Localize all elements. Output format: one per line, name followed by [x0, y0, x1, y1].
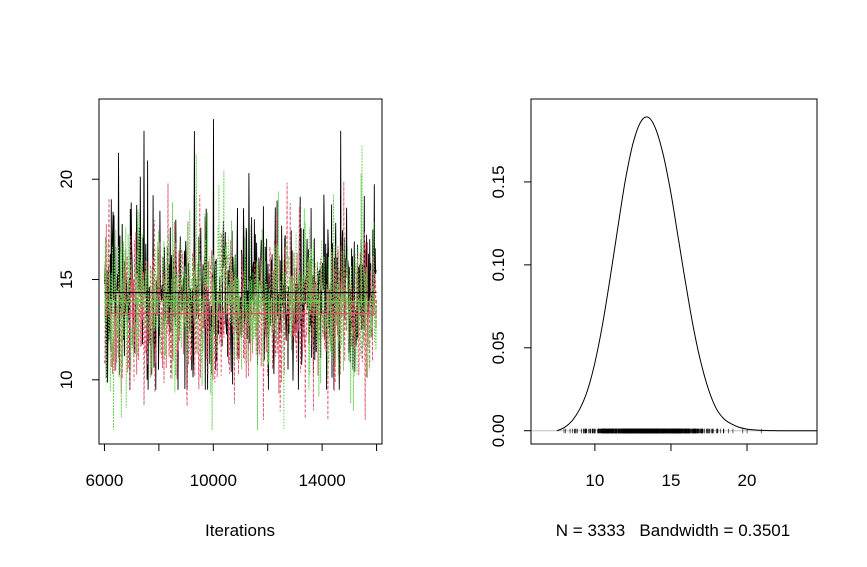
trace-y-tick-label: 15 [57, 270, 76, 289]
density-x-axis: 10 15 20 [585, 443, 757, 490]
trace-x-axis: 6000 10000 14000 [86, 443, 378, 490]
trace-x-tick-label: 10000 [190, 471, 237, 490]
density-y-tick-label: 0.05 [489, 331, 508, 364]
density-x-axis-label: N = 3333 Bandwidth = 0.3501 [556, 521, 790, 540]
trace-x-tick-label: 14000 [298, 471, 345, 490]
trace-x-axis-label: Iterations [205, 521, 275, 540]
trace-x-tick-label: 6000 [86, 471, 124, 490]
trace-series-line [103, 145, 378, 431]
trace-y-axis: 10 15 20 [57, 170, 100, 389]
density-panel: 10 15 20 0.00 0.05 0.10 0.15 N = 3333 Bandwid… [489, 98, 818, 540]
density-y-tick-label: 0.10 [489, 248, 508, 281]
density-x-tick-label: 20 [738, 471, 757, 490]
density-rug [563, 428, 762, 434]
trace-panel: 6000 10000 14000 10 15 20 Iterations [57, 98, 383, 540]
density-y-axis: 0.00 0.05 0.10 0.15 [489, 165, 532, 447]
density-curve [556, 116, 817, 432]
density-y-tick-label: 0.00 [489, 414, 508, 447]
trace-y-tick-label: 20 [57, 170, 76, 189]
density-plot-frame [530, 98, 818, 445]
density-x-tick-label: 15 [661, 471, 680, 490]
trace-series-group [103, 119, 378, 431]
trace-mean-lines [104, 291, 377, 315]
density-y-tick-label: 0.15 [489, 165, 508, 198]
trace-y-tick-label: 10 [57, 370, 76, 389]
density-x-tick-label: 10 [585, 471, 604, 490]
